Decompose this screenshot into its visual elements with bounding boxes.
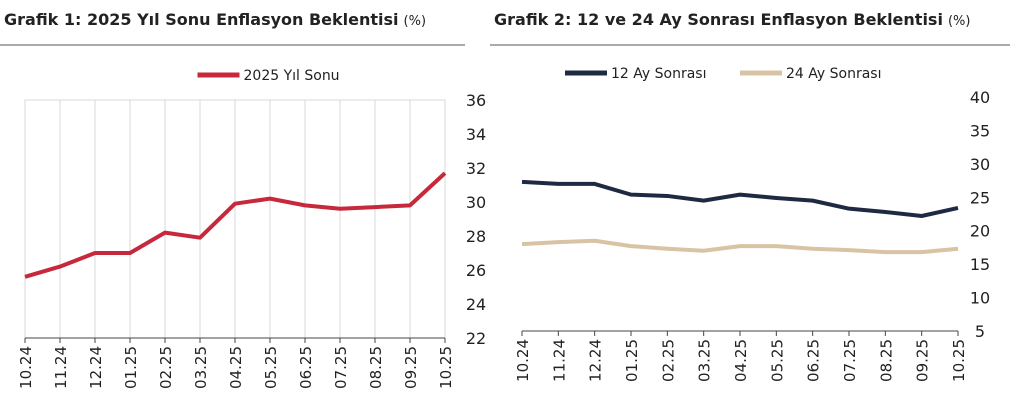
x-tick-label: 09.25: [914, 339, 932, 382]
title-unit: (%): [404, 14, 427, 29]
x-tick-label: 04.25: [227, 346, 245, 389]
x-tick-label: 12.24: [587, 339, 605, 382]
x-tick-label: 01.25: [623, 339, 641, 382]
title-text: Grafik 2: 12 ve 24 Ay Sonrası Enflasyon …: [494, 10, 943, 29]
legend-label: 24 Ay Sonrası: [786, 66, 881, 82]
line-series: [521, 179, 959, 219]
y-tick-label: 22: [466, 329, 486, 348]
x-tick-label: 06.25: [297, 346, 315, 389]
x-tick-label: 11.24: [52, 346, 70, 389]
x-tick-label: 01.25: [122, 346, 140, 389]
y-tick-label: 32: [466, 159, 486, 178]
x-tick-label: 08.25: [877, 339, 895, 382]
y-tick-label: 26: [466, 261, 486, 280]
x-tick-label: 10.24: [514, 339, 532, 382]
y-tick-label: 30: [970, 155, 990, 174]
x-tick-label: 11.24: [550, 339, 568, 382]
x-tick-label: 02.25: [157, 346, 175, 389]
x-tick-label: 10.24: [17, 346, 35, 389]
title-text: Grafik 1: 2025 Yıl Sonu Enflasyon Beklen…: [4, 10, 399, 29]
x-tick-label: 05.25: [768, 339, 786, 382]
y-tick-label: 5: [975, 322, 985, 341]
title-unit: (%): [948, 14, 971, 29]
y-tick-label: 25: [970, 188, 990, 207]
line-series: [521, 238, 959, 255]
x-tick-label: 06.25: [805, 339, 823, 382]
y-tick-label: 24: [466, 295, 486, 314]
y-tick-label: 20: [970, 222, 990, 241]
x-tick-label: 03.25: [696, 339, 714, 382]
x-tick-label: 10.25: [437, 346, 455, 389]
y-tick-label: 30: [466, 193, 486, 212]
x-tick-label: 10.25: [950, 339, 968, 382]
legend-label: 2025 Yıl Sonu: [244, 68, 340, 84]
x-tick-label: 04.25: [732, 339, 750, 382]
chart-title: Grafik 2: 12 ve 24 Ay Sonrası Enflasyon …: [494, 10, 970, 29]
y-tick-label: 40: [970, 88, 990, 107]
y-tick-label: 34: [466, 125, 486, 144]
x-tick-label: 07.25: [841, 339, 859, 382]
x-tick-label: 08.25: [367, 346, 385, 389]
legend-label: 12 Ay Sonrası: [611, 66, 706, 82]
y-tick-label: 28: [466, 227, 486, 246]
x-tick-label: 07.25: [332, 346, 350, 389]
y-tick-label: 35: [970, 121, 990, 140]
x-tick-label: 03.25: [192, 346, 210, 389]
chart-title: Grafik 1: 2025 Yıl Sonu Enflasyon Beklen…: [4, 10, 426, 29]
x-tick-label: 12.24: [87, 346, 105, 389]
x-tick-label: 05.25: [262, 346, 280, 389]
x-tick-label: 02.25: [659, 339, 677, 382]
y-tick-label: 10: [970, 289, 990, 308]
y-tick-label: 36: [466, 91, 486, 110]
line-series: [24, 171, 447, 279]
x-tick-label: 09.25: [402, 346, 420, 389]
y-tick-label: 15: [970, 255, 990, 274]
